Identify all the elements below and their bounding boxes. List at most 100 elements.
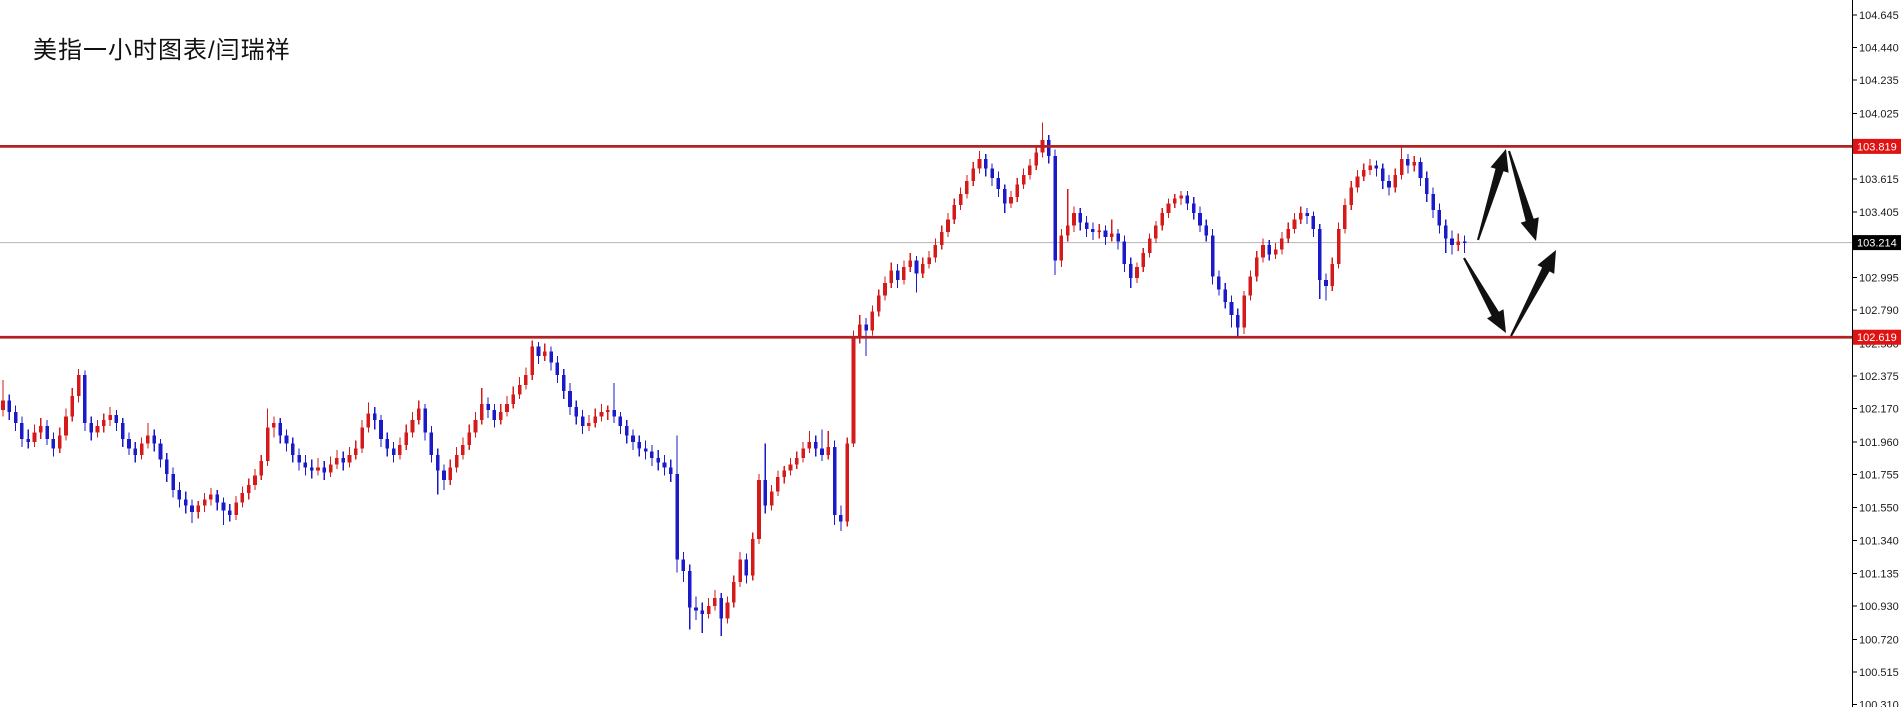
candle [1065, 189, 1070, 242]
candle [574, 400, 579, 425]
svg-text:103.214: 103.214 [1857, 238, 1897, 250]
candle [335, 450, 339, 470]
candle [1059, 228, 1064, 268]
axis-tick-label: 104.235 [1859, 75, 1899, 87]
axis-tick-label: 100.310 [1859, 699, 1899, 707]
axis-tick-label: 104.440 [1859, 43, 1899, 55]
candle [215, 489, 219, 511]
candle [681, 551, 686, 583]
candle [1349, 181, 1353, 210]
svg-text:102.619: 102.619 [1857, 332, 1897, 344]
candle [228, 504, 232, 522]
candle [1217, 270, 1221, 296]
projection-arrow-up-2[interactable] [1510, 250, 1556, 337]
candle [171, 467, 175, 498]
candle [7, 394, 12, 420]
candle [1299, 206, 1303, 225]
candle [26, 429, 30, 449]
candle [1021, 168, 1026, 190]
projection-arrow-down-2[interactable] [1463, 257, 1506, 334]
candle [347, 446, 352, 468]
candle [83, 370, 87, 431]
axis-tick-label: 104.645 [1859, 10, 1899, 22]
candle [895, 263, 900, 288]
candle [221, 497, 226, 525]
candle [732, 575, 736, 608]
candle [1248, 270, 1253, 301]
candle [133, 442, 138, 463]
candle [1141, 248, 1146, 272]
candle [1009, 190, 1013, 209]
candle [1173, 193, 1177, 209]
candle [177, 481, 182, 508]
candle [341, 451, 345, 471]
price-axis[interactable]: 104.645 104.440 104.235 104.025 103.615 103.4… [1852, 0, 1899, 707]
candle [95, 419, 100, 438]
candle [517, 376, 522, 400]
candle [278, 418, 282, 444]
candle [1, 380, 5, 417]
candle [1198, 206, 1202, 233]
candle [1374, 160, 1379, 177]
candle [769, 484, 774, 511]
candle [442, 464, 446, 490]
candle [511, 386, 516, 409]
candle [669, 459, 673, 482]
candle [612, 383, 616, 423]
axis-tick-label: 101.550 [1859, 502, 1899, 514]
candle [971, 162, 975, 186]
candle [795, 451, 799, 470]
candle [1462, 235, 1467, 253]
candle [1387, 174, 1391, 196]
candle [417, 400, 421, 425]
candle [1431, 187, 1435, 218]
candle [984, 154, 988, 177]
projection-arrow-up-1[interactable] [1477, 149, 1509, 241]
candle [933, 238, 938, 263]
axis-tick-label: 103.615 [1859, 174, 1899, 186]
candle [990, 163, 994, 186]
candle [870, 305, 875, 336]
candle [480, 387, 484, 425]
candle [354, 440, 358, 460]
candle [322, 461, 327, 481]
candle [486, 397, 490, 419]
candle [1078, 208, 1083, 231]
candle [234, 496, 238, 520]
candle [259, 454, 264, 481]
candle [580, 410, 585, 435]
candle [1393, 168, 1398, 193]
candle [272, 416, 276, 438]
candle [467, 424, 471, 451]
candle [1185, 190, 1190, 210]
candle [750, 532, 755, 581]
candle [555, 356, 560, 384]
candle [76, 368, 81, 403]
candle [876, 289, 881, 317]
candle [568, 383, 572, 416]
axis-tick-label: 102.995 [1859, 272, 1899, 284]
candle [1034, 146, 1038, 171]
candle [410, 411, 415, 438]
candle [675, 435, 679, 573]
candle [782, 465, 786, 484]
candle [366, 402, 371, 433]
candle [1292, 213, 1297, 234]
candle [1053, 149, 1057, 276]
candle [1317, 224, 1322, 299]
candle [120, 418, 125, 447]
candle [1343, 198, 1347, 234]
candle [240, 486, 245, 508]
candle [398, 437, 402, 460]
axis-tick-label: 100.515 [1859, 667, 1899, 679]
candle [1116, 228, 1120, 250]
candle [183, 491, 188, 514]
candle [1204, 219, 1209, 242]
candle [152, 429, 156, 452]
candle [1330, 257, 1335, 291]
axis-tick-label: 104.025 [1859, 109, 1899, 121]
candle [291, 437, 295, 463]
projection-arrow-down-1[interactable] [1508, 150, 1539, 241]
candle [738, 551, 742, 587]
